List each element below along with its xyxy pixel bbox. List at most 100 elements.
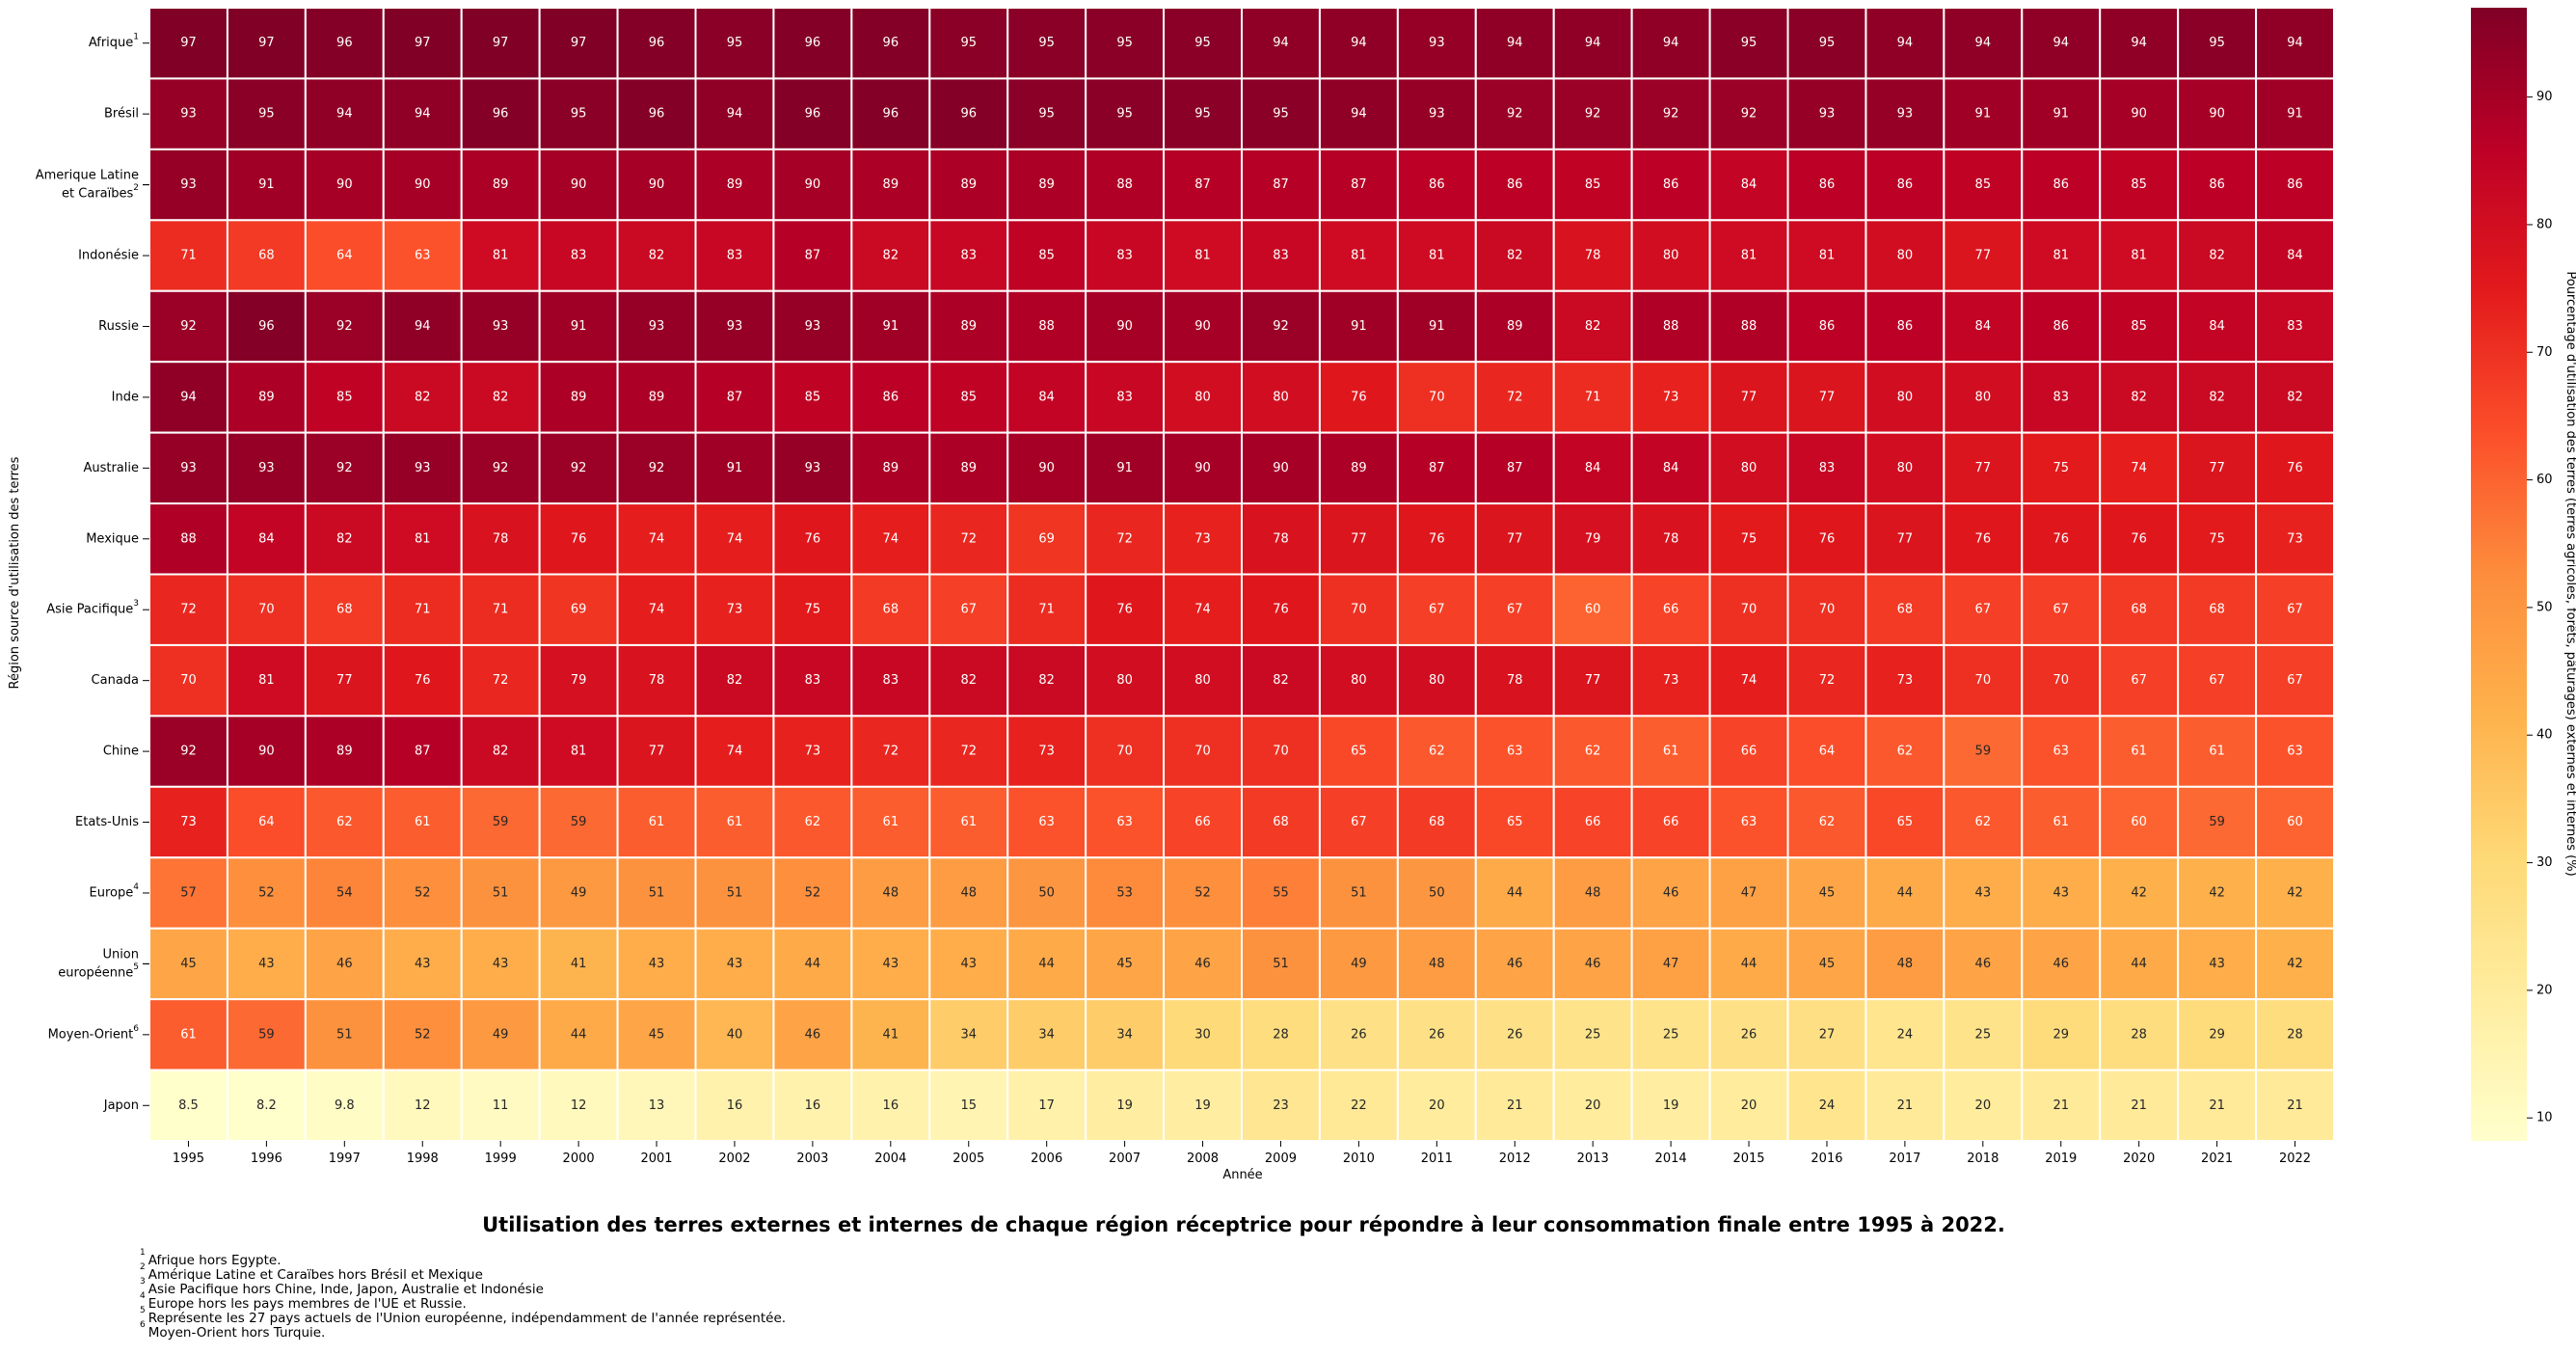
heatmap-cell [1085, 573, 1166, 646]
cell-value: 71 [493, 603, 509, 617]
cell-value: 73 [180, 815, 197, 829]
heatmap-cell [2021, 715, 2102, 788]
heatmap-cell [2177, 7, 2258, 80]
heatmap-cell [1006, 998, 1087, 1071]
cell-value: 52 [415, 1027, 431, 1042]
heatmap-cell [2021, 998, 2102, 1071]
cell-value: 61 [2131, 745, 2147, 759]
cell-value: 85 [336, 390, 353, 404]
heatmap-cell [460, 573, 541, 646]
cell-value: 86 [2287, 177, 2303, 192]
cell-value: 84 [1663, 461, 1679, 475]
heatmap-cell [1006, 77, 1087, 150]
cell-value: 28 [1273, 1027, 1289, 1042]
cell-value: 75 [2209, 531, 2225, 546]
cell-value: 89 [336, 745, 353, 759]
cell-value: 8.5 [178, 1098, 199, 1113]
cell-value: 44 [1038, 957, 1055, 971]
column-label: 2013 [1577, 1152, 1609, 1166]
cell-value: 68 [2131, 603, 2147, 617]
heatmap-cell [1006, 289, 1087, 364]
heatmap-cell [2021, 785, 2102, 859]
cell-value: 34 [960, 1027, 977, 1042]
cell-value: 89 [571, 390, 587, 404]
cell-value: 82 [415, 390, 431, 404]
cell-value: 61 [2209, 745, 2225, 759]
cell-value: 72 [1819, 673, 1836, 688]
cell-value: 84 [2209, 319, 2225, 334]
heatmap-cell [2099, 998, 2180, 1071]
cell-value: 78 [1273, 531, 1289, 546]
cell-value: 90 [2131, 107, 2147, 122]
heatmap-cell [772, 361, 853, 434]
heatmap-cell [1474, 7, 1555, 80]
cell-value: 45 [1819, 885, 1836, 900]
cell-value: 64 [258, 815, 275, 829]
heatmap-cell [1552, 998, 1633, 1071]
heatmap-cell [1474, 502, 1555, 576]
heatmap-cell [2255, 431, 2336, 505]
column-label: 2004 [874, 1152, 906, 1166]
heatmap-cell [382, 643, 463, 718]
heatmap-cell [1318, 998, 1399, 1071]
cell-value: 63 [1116, 815, 1133, 829]
cell-value: 94 [1663, 36, 1679, 50]
heatmap-cell [2255, 927, 2336, 1001]
heatmap-cell [2099, 573, 2180, 646]
cell-value: 96 [960, 107, 977, 122]
column-label: 2005 [953, 1152, 984, 1166]
cell-value: 74 [1194, 603, 1211, 617]
cell-value: 61 [883, 815, 899, 829]
cell-value: 91 [1975, 107, 1992, 122]
column-label: 2021 [2201, 1152, 2233, 1166]
heatmap-cell [1552, 431, 1633, 505]
heatmap-cell [1786, 7, 1867, 80]
cell-value: 21 [2209, 1098, 2225, 1113]
cell-value: 66 [1663, 815, 1679, 829]
cell-value: 88 [1116, 177, 1133, 192]
cell-value: 79 [1585, 531, 1601, 546]
heatmap-cell [1865, 1069, 1945, 1142]
cell-value: 76 [805, 531, 821, 546]
cell-value: 86 [2209, 177, 2225, 192]
cell-value: 57 [180, 885, 197, 900]
heatmap-cell [226, 715, 307, 788]
cell-value: 76 [2131, 531, 2147, 546]
heatmap-cell [1630, 1069, 1711, 1142]
cell-value: 76 [1273, 603, 1289, 617]
heatmap-cell [850, 361, 931, 434]
heatmap-cell [382, 927, 463, 1001]
cell-value: 48 [883, 885, 899, 900]
cell-value: 77 [1975, 461, 1992, 475]
cell-value: 73 [2287, 531, 2303, 546]
heatmap-cell [928, 573, 1009, 646]
cell-value: 24 [1897, 1027, 1914, 1042]
cell-value: 74 [2131, 461, 2147, 475]
column-label: 2012 [1499, 1152, 1531, 1166]
cell-value: 89 [883, 461, 899, 475]
cell-value: 76 [415, 673, 431, 688]
heatmap-cell [148, 502, 228, 576]
heatmap-cell [2177, 431, 2258, 505]
heatmap-cell [460, 431, 541, 505]
heatmap-cell [2099, 785, 2180, 859]
cell-value: 62 [1585, 745, 1601, 759]
cell-value: 74 [727, 531, 743, 546]
cell-value: 62 [805, 815, 821, 829]
cell-value: 82 [727, 673, 743, 688]
heatmap-cell [1474, 148, 1555, 222]
heatmap-cell [1474, 927, 1555, 1001]
colorbar-tick-label: 40 [2536, 728, 2553, 743]
cell-value: 80 [1194, 390, 1211, 404]
cell-value: 8.2 [256, 1098, 277, 1113]
cell-value: 66 [1663, 603, 1679, 617]
cell-value: 82 [960, 673, 977, 688]
heatmap-cell [1630, 7, 1711, 80]
colorbar-tick-label: 50 [2536, 600, 2553, 614]
heatmap-cell [1318, 927, 1399, 1001]
heatmap-cell [226, 573, 307, 646]
cell-value: 44 [1507, 885, 1523, 900]
heatmap-cell [1552, 715, 1633, 788]
cell-value: 81 [258, 673, 275, 688]
heatmap-cell [1396, 289, 1477, 364]
